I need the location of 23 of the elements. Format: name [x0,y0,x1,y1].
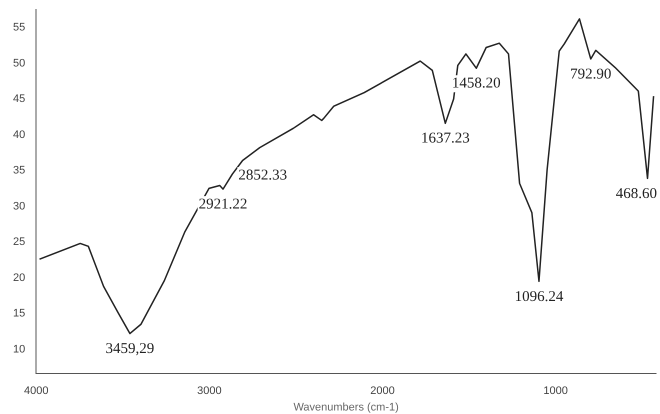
annotation: 792.90 [570,66,612,82]
y-tick-label: 40 [12,128,26,141]
y-tick-label: 55 [12,22,26,34]
y-tick-label: 25 [12,236,26,248]
x-tick-label: 4000 [24,385,48,398]
annotation: 1096.24 [514,288,564,305]
x-tick-label: 1000 [543,385,568,398]
annotation: 2852.33 [238,168,288,184]
annotation: 3459,29 [106,340,154,357]
annotation: 2921.22 [198,196,248,213]
annotation: 1458.20 [452,76,501,92]
x-tick-label: 3000 [197,385,222,398]
y-tick-label: 35 [12,164,26,177]
x-axis-title: Wavenumbers (cm-1) [293,401,399,414]
y-tick-label: 15 [12,308,26,320]
y-tick-label: 20 [12,272,26,284]
y-tick-label: 10 [12,343,26,356]
annotation: 1637.23 [420,130,470,147]
y-tick-label: 45 [12,93,26,106]
y-tick-label: 30 [12,200,26,212]
x-tick-label: 2000 [370,385,395,398]
annotation: 468.60 [616,186,657,202]
y-tick-label: 50 [12,57,26,70]
